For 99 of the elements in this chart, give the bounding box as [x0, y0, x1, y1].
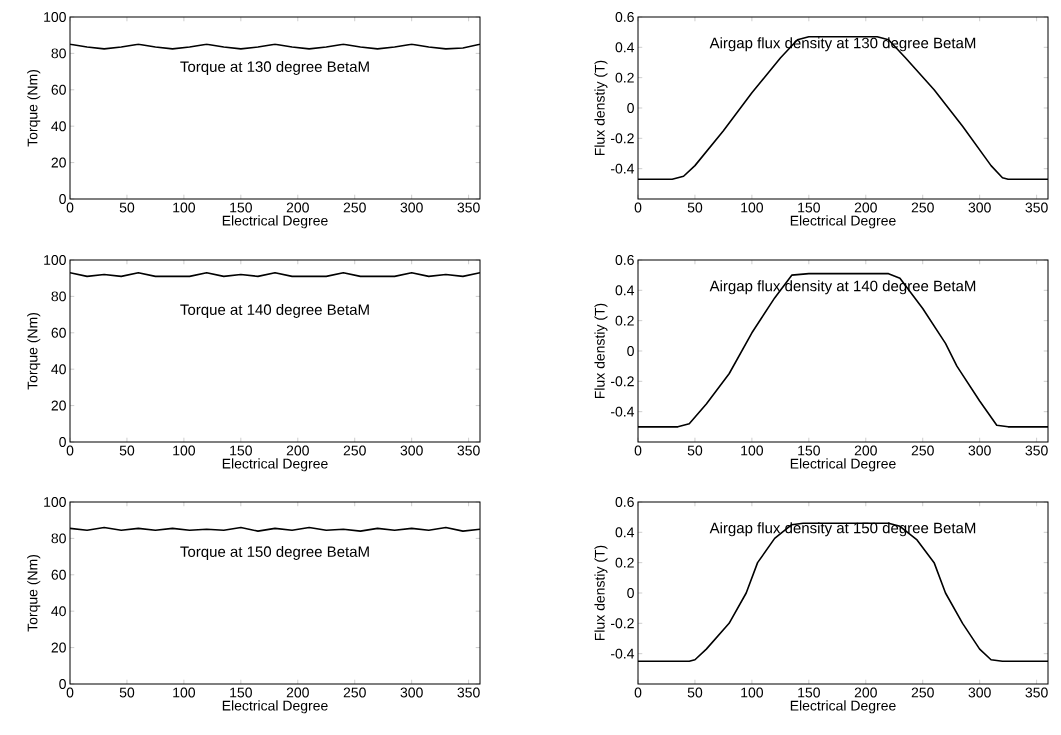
y-tick-label: 100 — [44, 12, 66, 22]
x-axis-title: Electrical Degree — [790, 700, 896, 714]
x-tick-label: 300 — [400, 687, 423, 698]
x-tick-label: 200 — [854, 687, 877, 698]
x-tick-label: 0 — [66, 445, 74, 456]
annotation: Torque at 130 degree BetaM — [180, 60, 369, 75]
y-tick-label: -0.2 — [610, 376, 634, 387]
y-tick-label: 80 — [51, 291, 66, 302]
y-tick-label: 0 — [627, 346, 634, 356]
y-axis-title: Torque (Nm) — [27, 312, 41, 390]
y-tick-label: 0.6 — [615, 497, 634, 507]
y-tick-label: 60 — [51, 327, 66, 338]
y-axis-title: Torque (Nm) — [27, 554, 41, 632]
y-tick-label: 100 — [44, 497, 66, 507]
x-tick-label: 150 — [230, 202, 252, 213]
x-tick-label: 350 — [1025, 445, 1048, 456]
x-tick-label: 350 — [457, 687, 480, 698]
y-tick-label: 20 — [51, 157, 66, 168]
x-tick-label: 0 — [634, 445, 642, 456]
annotation: Torque at 150 degree BetaM — [180, 545, 369, 560]
x-tick-label: 150 — [798, 687, 820, 698]
y-tick-label: 0 — [59, 194, 66, 204]
x-tick-label: 250 — [911, 202, 934, 213]
y-tick-label: 0.4 — [615, 285, 635, 296]
y-tick-label: 40 — [51, 364, 66, 375]
x-tick-label: 250 — [343, 202, 366, 213]
y-axis-title: Flux denstiy (T) — [594, 545, 608, 641]
annotation: Torque at 140 degree BetaM — [180, 303, 369, 318]
x-tick-label: 0 — [66, 687, 74, 698]
y-tick-label: 0 — [627, 103, 634, 113]
x-tick-label: 0 — [66, 202, 74, 213]
x-tick-label: 200 — [854, 202, 877, 213]
x-tick-label: 100 — [173, 445, 196, 456]
x-tick-label: 300 — [968, 445, 991, 456]
x-tick-label: 100 — [741, 202, 764, 213]
x-tick-label: 150 — [798, 202, 820, 213]
y-tick-label: 100 — [44, 255, 66, 265]
x-tick-label: 100 — [741, 445, 764, 456]
x-tick-label: 350 — [1025, 687, 1048, 698]
x-tick-label: 300 — [968, 202, 991, 213]
y-axis-title: Torque (Nm) — [27, 69, 41, 147]
y-tick-label: 0 — [59, 437, 66, 447]
x-tick-label: 350 — [1025, 202, 1048, 213]
x-tick-label: 350 — [457, 445, 480, 456]
y-tick-label: 80 — [51, 48, 66, 59]
x-tick-label: 50 — [119, 687, 135, 698]
x-tick-label: 50 — [687, 687, 703, 698]
x-axis-title: Electrical Degree — [790, 458, 896, 472]
y-axis-title: Flux denstiy (T) — [594, 303, 608, 399]
x-tick-label: 50 — [119, 202, 135, 213]
x-tick-label: 150 — [230, 687, 252, 698]
y-tick-label: 20 — [51, 642, 66, 653]
y-tick-label: 0 — [627, 588, 634, 598]
y-tick-label: 0.6 — [615, 12, 634, 22]
x-tick-label: 300 — [400, 202, 423, 213]
x-tick-label: 0 — [634, 687, 642, 698]
y-tick-label: -0.2 — [610, 133, 634, 144]
x-tick-label: 50 — [687, 202, 703, 213]
y-axis-title: Flux denstiy (T) — [594, 60, 608, 156]
x-axis-title: Electrical Degree — [222, 458, 328, 472]
x-tick-label: 150 — [230, 445, 252, 456]
y-tick-label: 0.4 — [615, 42, 635, 53]
x-tick-label: 100 — [173, 687, 196, 698]
y-tick-label: 0.2 — [615, 72, 634, 83]
y-tick-label: 40 — [51, 121, 66, 132]
x-tick-label: 50 — [119, 445, 135, 456]
x-tick-label: 250 — [911, 445, 934, 456]
y-tick-label: 0.4 — [615, 527, 635, 538]
x-tick-label: 300 — [968, 687, 991, 698]
y-tick-label: -0.4 — [610, 406, 635, 417]
y-tick-label: 60 — [51, 84, 66, 95]
y-tick-label: 60 — [51, 569, 66, 580]
y-tick-label: -0.4 — [610, 163, 635, 174]
y-tick-label: 40 — [51, 606, 66, 617]
x-tick-label: 200 — [286, 445, 309, 456]
y-tick-label: 0.2 — [615, 315, 634, 326]
y-tick-label: 20 — [51, 400, 66, 411]
x-axis-title: Electrical Degree — [790, 215, 896, 229]
x-tick-label: 200 — [854, 445, 877, 456]
y-tick-label: 0 — [59, 679, 66, 689]
y-tick-label: -0.2 — [610, 618, 634, 629]
y-tick-label: 0.2 — [615, 557, 634, 568]
x-tick-label: 200 — [286, 687, 309, 698]
x-tick-label: 200 — [286, 202, 309, 213]
x-axis-title: Electrical Degree — [222, 700, 328, 714]
y-tick-label: 80 — [51, 533, 66, 544]
x-tick-label: 0 — [634, 202, 642, 213]
x-tick-label: 50 — [687, 445, 703, 456]
x-tick-label: 150 — [798, 445, 820, 456]
x-tick-label: 100 — [741, 687, 764, 698]
x-tick-label: 250 — [343, 445, 366, 456]
x-tick-label: 300 — [400, 445, 423, 456]
x-tick-label: 100 — [173, 202, 196, 213]
x-tick-label: 250 — [343, 687, 366, 698]
y-tick-label: 0.6 — [615, 255, 634, 265]
x-tick-label: 250 — [911, 687, 934, 698]
x-axis-title: Electrical Degree — [222, 215, 328, 229]
x-tick-label: 350 — [457, 202, 480, 213]
y-tick-label: -0.4 — [610, 648, 635, 659]
